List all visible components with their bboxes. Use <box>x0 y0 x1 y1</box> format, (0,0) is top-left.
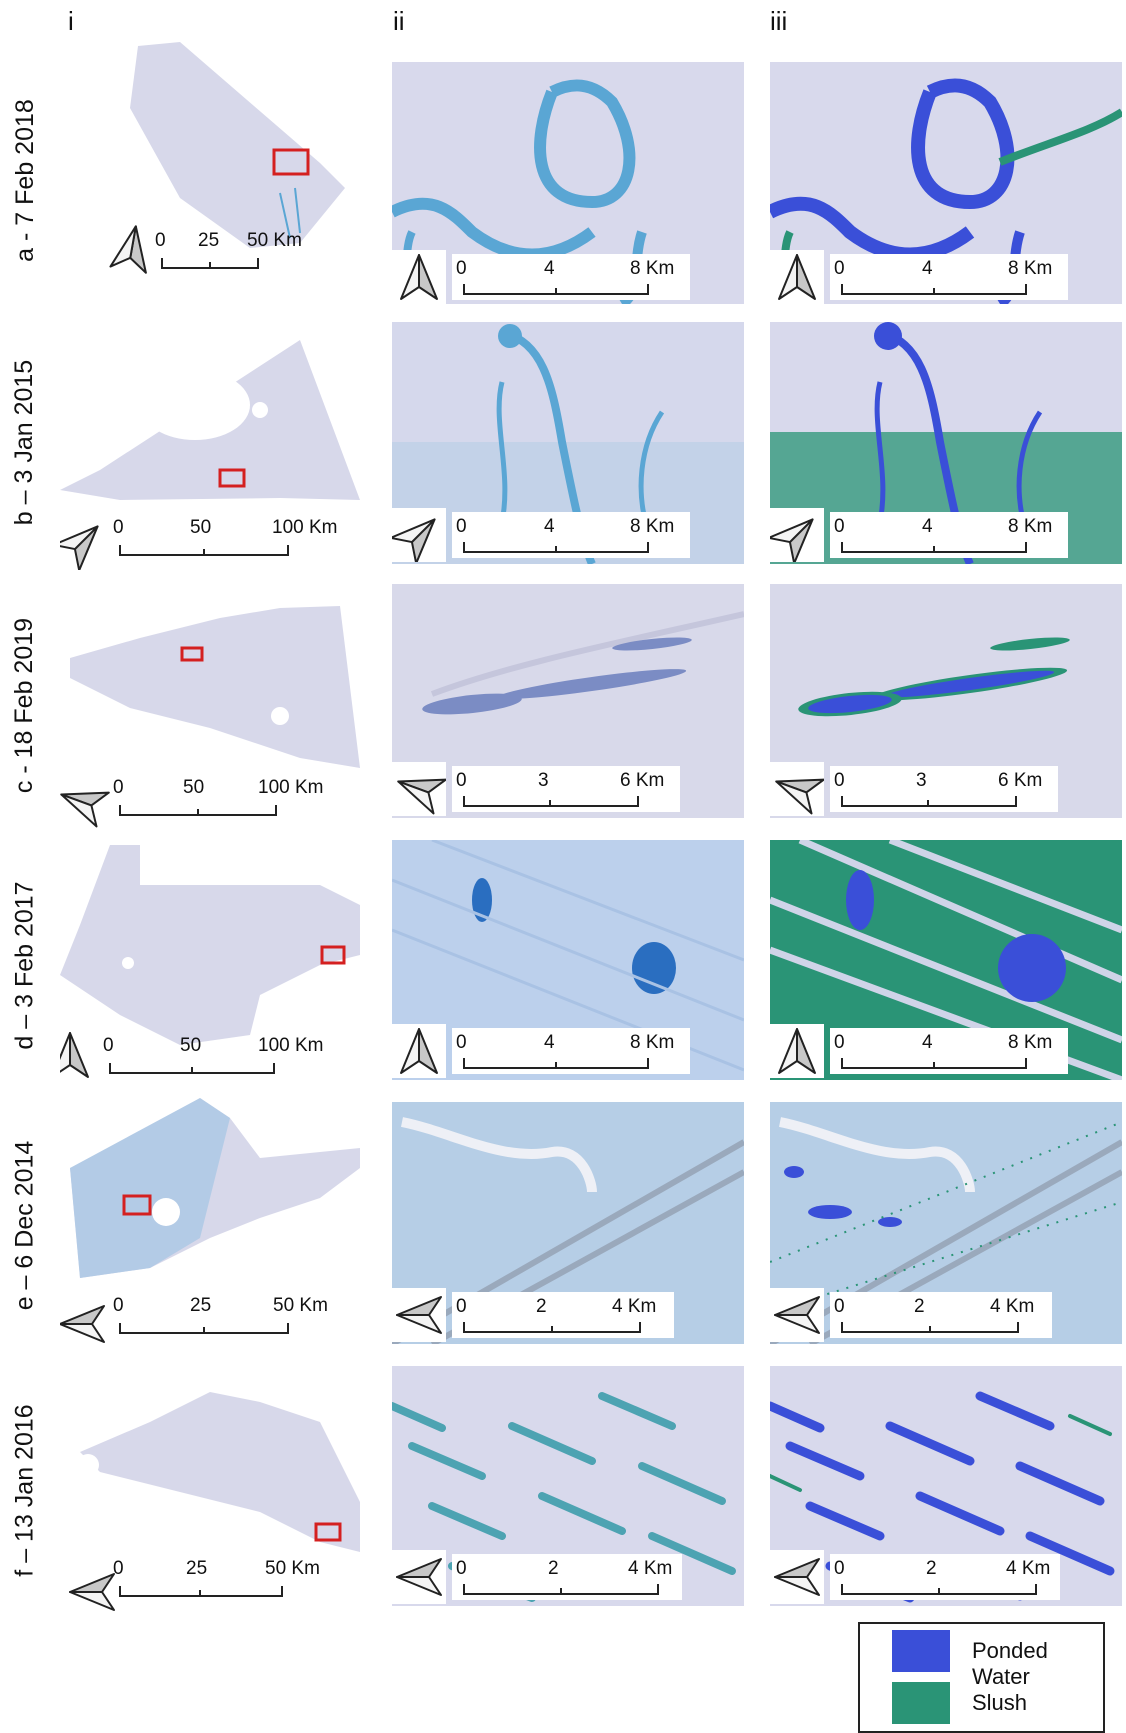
north-arrow-icon <box>60 776 110 828</box>
scalebar-overview-b: 0 50 100 Km <box>110 517 350 557</box>
row-label-d: d – 3 Feb 2017 <box>10 880 39 1050</box>
north-arrow-icon <box>60 512 112 570</box>
scalebar-detail-b-iii: 0 4 8 Km <box>830 512 1068 558</box>
scalebar-detail-c-iii: 0 3 6 Km <box>830 766 1058 812</box>
north-arrow-icon <box>392 763 447 815</box>
satellite-panel-b-ii: 0 4 8 Km <box>392 322 744 564</box>
overview-map-d <box>60 845 360 1078</box>
scalebar-detail-e-ii: 0 2 4 Km <box>452 1292 674 1338</box>
scalebar-overview-c: 0 50 100 Km <box>110 777 350 817</box>
column-header-i: i <box>68 6 74 36</box>
classified-panel-d-iii: 0 4 8 Km <box>770 840 1122 1080</box>
scalebar-detail-d-ii: 0 4 8 Km <box>452 1028 690 1074</box>
north-arrow-icon <box>774 1296 820 1334</box>
north-arrow-icon <box>396 1558 442 1596</box>
north-arrow-icon <box>770 763 825 815</box>
north-arrow-icon <box>396 1296 442 1334</box>
scalebar-detail-e-iii: 0 2 4 Km <box>830 1292 1052 1338</box>
scalebar-overview-a: 0 25 50 Km <box>155 230 315 270</box>
legend-swatch-ponded-water <box>892 1630 950 1672</box>
legend-swatch-slush <box>892 1682 950 1724</box>
legend-label-ponded-water: Ponded Water <box>972 1638 1048 1689</box>
scalebar-overview-e: 0 25 50 Km <box>110 1295 350 1335</box>
row-label-c: c - 18 Feb 2019 <box>10 617 39 793</box>
north-arrow-icon <box>392 505 449 564</box>
scalebar-detail-b-ii: 0 4 8 Km <box>452 512 690 558</box>
north-arrow-icon <box>770 505 827 564</box>
classified-panel-a-iii: 0 4 8 Km <box>770 62 1122 304</box>
inset-box-d <box>320 945 346 965</box>
scalebar-detail-a-ii: 0 4 8 Km <box>452 254 690 300</box>
row-label-e: e – 6 Dec 2014 <box>10 1140 39 1310</box>
satellite-panel-f-ii: 0 2 4 Km <box>392 1366 744 1606</box>
scalebar-overview-f: 0 25 50 Km <box>110 1558 350 1598</box>
north-arrow-icon <box>778 254 816 300</box>
north-arrow-icon <box>774 1558 820 1596</box>
inset-box-f <box>314 1522 342 1542</box>
north-arrow-icon <box>69 1573 115 1611</box>
column-header-iii: iii <box>770 6 788 36</box>
north-arrow-icon <box>400 1028 438 1074</box>
satellite-panel-c-ii: 0 3 6 Km <box>392 584 744 818</box>
row-label-a: a - 7 Feb 2018 <box>10 98 39 262</box>
overview-map-a <box>109 42 345 274</box>
classified-panel-e-iii: 0 2 4 Km <box>770 1102 1122 1344</box>
scalebar-detail-d-iii: 0 4 8 Km <box>830 1028 1068 1074</box>
scalebar-overview-d: 0 50 100 Km <box>100 1035 340 1075</box>
satellite-panel-e-ii: 0 2 4 Km <box>392 1102 744 1344</box>
row-label-f: f – 13 Jan 2016 <box>10 1403 39 1577</box>
overview-map-b <box>60 340 360 570</box>
classified-panel-b-iii: 0 4 8 Km <box>770 322 1122 564</box>
inset-box-b <box>218 468 246 488</box>
row-label-b: b – 3 Jan 2015 <box>10 359 39 525</box>
north-arrow-icon <box>109 222 155 274</box>
overview-map-e <box>60 1098 360 1343</box>
scalebar-detail-f-ii: 0 2 4 Km <box>452 1554 682 1600</box>
classified-panel-c-iii: 0 3 6 Km <box>770 584 1122 818</box>
north-arrow-icon <box>60 1032 89 1078</box>
north-arrow-icon <box>60 1305 105 1343</box>
scalebar-detail-f-iii: 0 2 4 Km <box>830 1554 1060 1600</box>
legend: Ponded Water Slush <box>858 1622 1105 1733</box>
legend-label-slush: Slush <box>972 1690 1028 1715</box>
column-header-ii: ii <box>393 6 405 36</box>
classified-panel-f-iii: 0 2 4 Km <box>770 1366 1122 1606</box>
north-arrow-icon <box>778 1028 816 1074</box>
overview-map-c <box>60 606 360 828</box>
scalebar-detail-c-ii: 0 3 6 Km <box>452 766 680 812</box>
overview-map-f <box>69 1392 360 1611</box>
satellite-panel-d-ii: 0 4 8 Km <box>392 840 744 1080</box>
inset-box-a <box>272 148 310 176</box>
scalebar-detail-a-iii: 0 4 8 Km <box>830 254 1068 300</box>
inset-box-e <box>122 1194 152 1216</box>
inset-box-c <box>180 646 204 662</box>
satellite-panel-a-ii: 0 4 8 Km <box>392 62 744 304</box>
north-arrow-icon <box>400 254 438 300</box>
